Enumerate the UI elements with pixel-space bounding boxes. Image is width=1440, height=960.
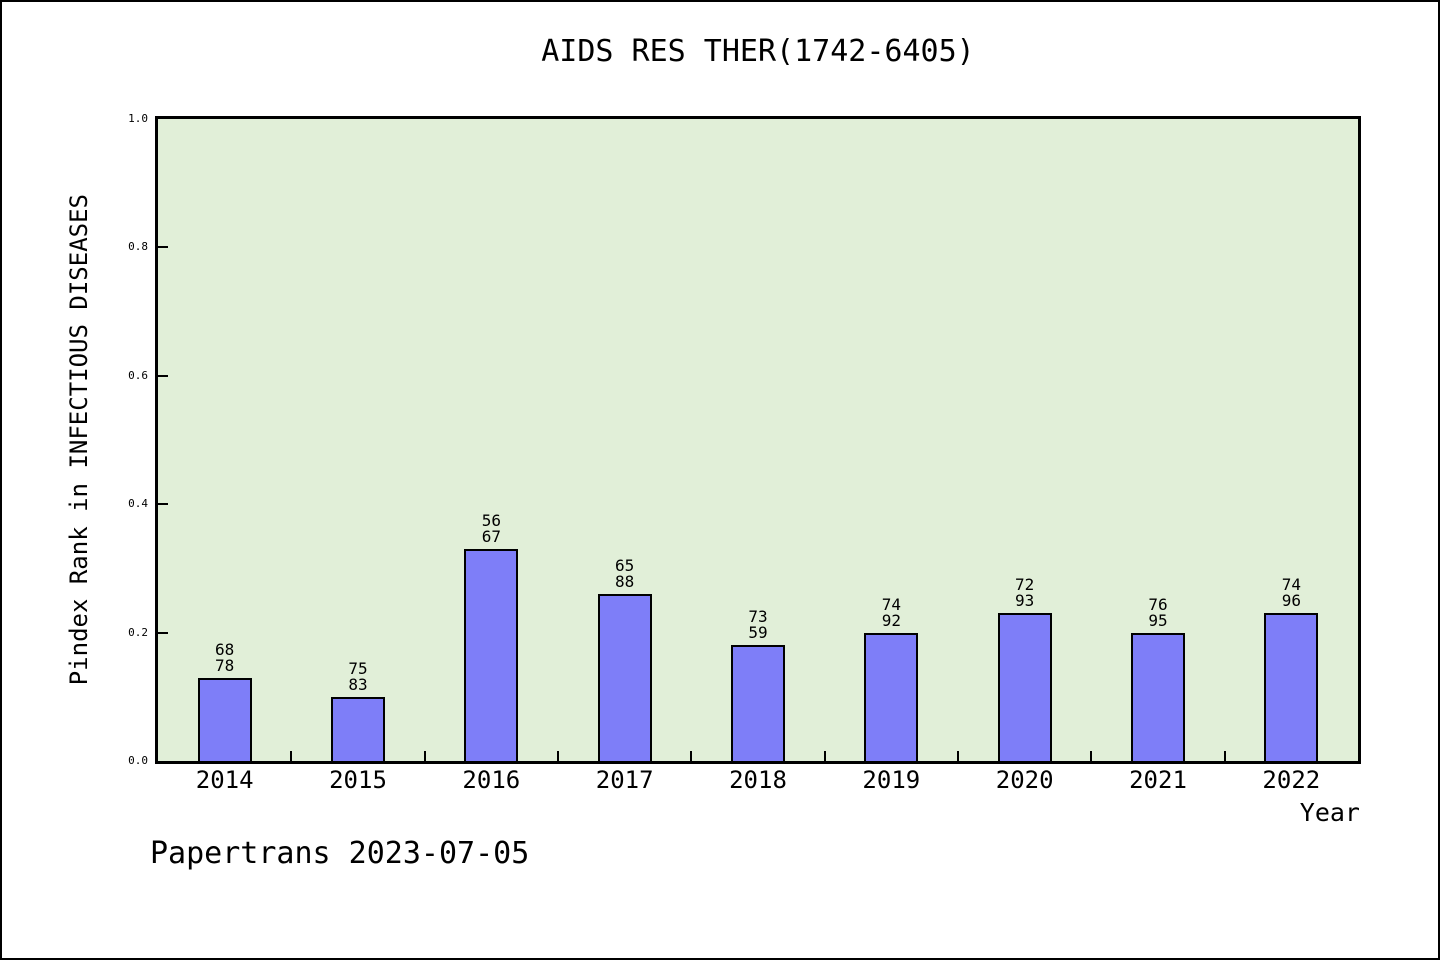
bar-2019 bbox=[864, 633, 919, 761]
x-tick-mark bbox=[1090, 751, 1093, 761]
y-tick-label-0.4: 0.4 bbox=[128, 497, 148, 511]
bar-2016 bbox=[464, 549, 519, 761]
x-tick-label-2015: 2015 bbox=[329, 766, 387, 794]
x-tick-label-2018: 2018 bbox=[729, 766, 787, 794]
x-tick-label-2022: 2022 bbox=[1262, 766, 1321, 794]
y-tick-label-0.8: 0.8 bbox=[128, 240, 148, 254]
bar-value-line: 76 bbox=[1148, 595, 1168, 614]
y-axis-label-wrap: Pindex Rank in INFECTIOUS DISEASES bbox=[62, 116, 96, 764]
x-tick-mark bbox=[690, 751, 693, 761]
bar-2015 bbox=[331, 697, 385, 761]
x-tick-label-2014: 2014 bbox=[195, 766, 254, 794]
bar-value-label-2015: 75 83 bbox=[313, 661, 403, 693]
y-tick-mark bbox=[158, 374, 168, 377]
x-tick-label-2019: 2019 bbox=[862, 766, 921, 794]
bar-value-line: 67 bbox=[481, 527, 501, 546]
x-axis-label: Year bbox=[1299, 798, 1360, 827]
bar-value-line: 74 bbox=[881, 595, 901, 614]
chart-title: AIDS RES THER(1742-6405) bbox=[541, 34, 975, 69]
bar-value-label-2021: 76 95 bbox=[1113, 597, 1203, 629]
x-tick-mark bbox=[823, 751, 826, 761]
bar-2021 bbox=[1131, 633, 1185, 761]
bar-2017 bbox=[597, 594, 652, 761]
bar-value-line: 93 bbox=[1015, 591, 1035, 610]
footer-annotation: Papertrans 2023-07-05 bbox=[150, 836, 530, 871]
x-tick-mark bbox=[1223, 751, 1226, 761]
bar-value-label-2014: 68 78 bbox=[180, 642, 270, 674]
y-axis-label: Pindex Rank in INFECTIOUS DISEASES bbox=[65, 194, 93, 686]
y-tick-mark bbox=[158, 631, 168, 634]
bar-value-line: 96 bbox=[1281, 591, 1301, 610]
y-tick-mark bbox=[158, 503, 168, 506]
bar-value-label-2018: 73 59 bbox=[713, 609, 803, 641]
bar-value-line: 73 bbox=[748, 607, 768, 626]
plot-area: 68 78 75 83 56 67 65 88 73 59 74 92 72 93 76 95 74 96 bbox=[155, 116, 1361, 764]
x-tick-label-2020: 2020 bbox=[995, 766, 1054, 794]
y-tick-label-0.0: 0.0 bbox=[128, 754, 148, 767]
bar-value-line: 75 bbox=[348, 659, 368, 678]
x-tick-label-2021: 2021 bbox=[1129, 766, 1187, 794]
bar-value-label-2022: 74 96 bbox=[1246, 577, 1336, 609]
x-tick-mark bbox=[290, 751, 293, 761]
x-tick-mark bbox=[557, 751, 559, 761]
bar-value-label-2017: 65 88 bbox=[580, 558, 670, 590]
bar-value-line: 92 bbox=[881, 611, 901, 630]
bar-2022 bbox=[1264, 613, 1319, 761]
bar-value-line: 83 bbox=[348, 675, 368, 694]
x-tick-label-2017: 2017 bbox=[595, 766, 654, 794]
x-tick-mark bbox=[423, 751, 426, 761]
bar-2020 bbox=[997, 613, 1052, 761]
bar-value-line: 59 bbox=[748, 623, 768, 642]
bar-2014 bbox=[197, 678, 252, 761]
x-tick-mark bbox=[957, 751, 959, 761]
bar-value-line: 72 bbox=[1015, 575, 1035, 594]
bar-value-label-2020: 72 93 bbox=[980, 577, 1070, 609]
bar-value-line: 88 bbox=[615, 572, 635, 591]
bar-value-line: 68 bbox=[215, 640, 235, 659]
bar-value-label-2019: 74 92 bbox=[846, 597, 936, 629]
bar-value-label-2016: 56 67 bbox=[446, 513, 536, 545]
y-tick-label-0.6: 0.6 bbox=[128, 368, 148, 382]
y-tick-label-0.2: 0.2 bbox=[128, 625, 148, 639]
bar-value-line: 78 bbox=[215, 656, 235, 675]
x-tick-label-2016: 2016 bbox=[462, 766, 521, 794]
bar-value-line: 95 bbox=[1148, 611, 1168, 630]
bar-2018 bbox=[731, 645, 785, 761]
y-tick-label-1.0: 1.0 bbox=[128, 112, 148, 125]
bar-value-line: 65 bbox=[615, 556, 635, 575]
y-tick-mark bbox=[158, 246, 168, 249]
bar-value-line: 56 bbox=[481, 511, 501, 530]
bar-value-line: 74 bbox=[1281, 575, 1301, 594]
